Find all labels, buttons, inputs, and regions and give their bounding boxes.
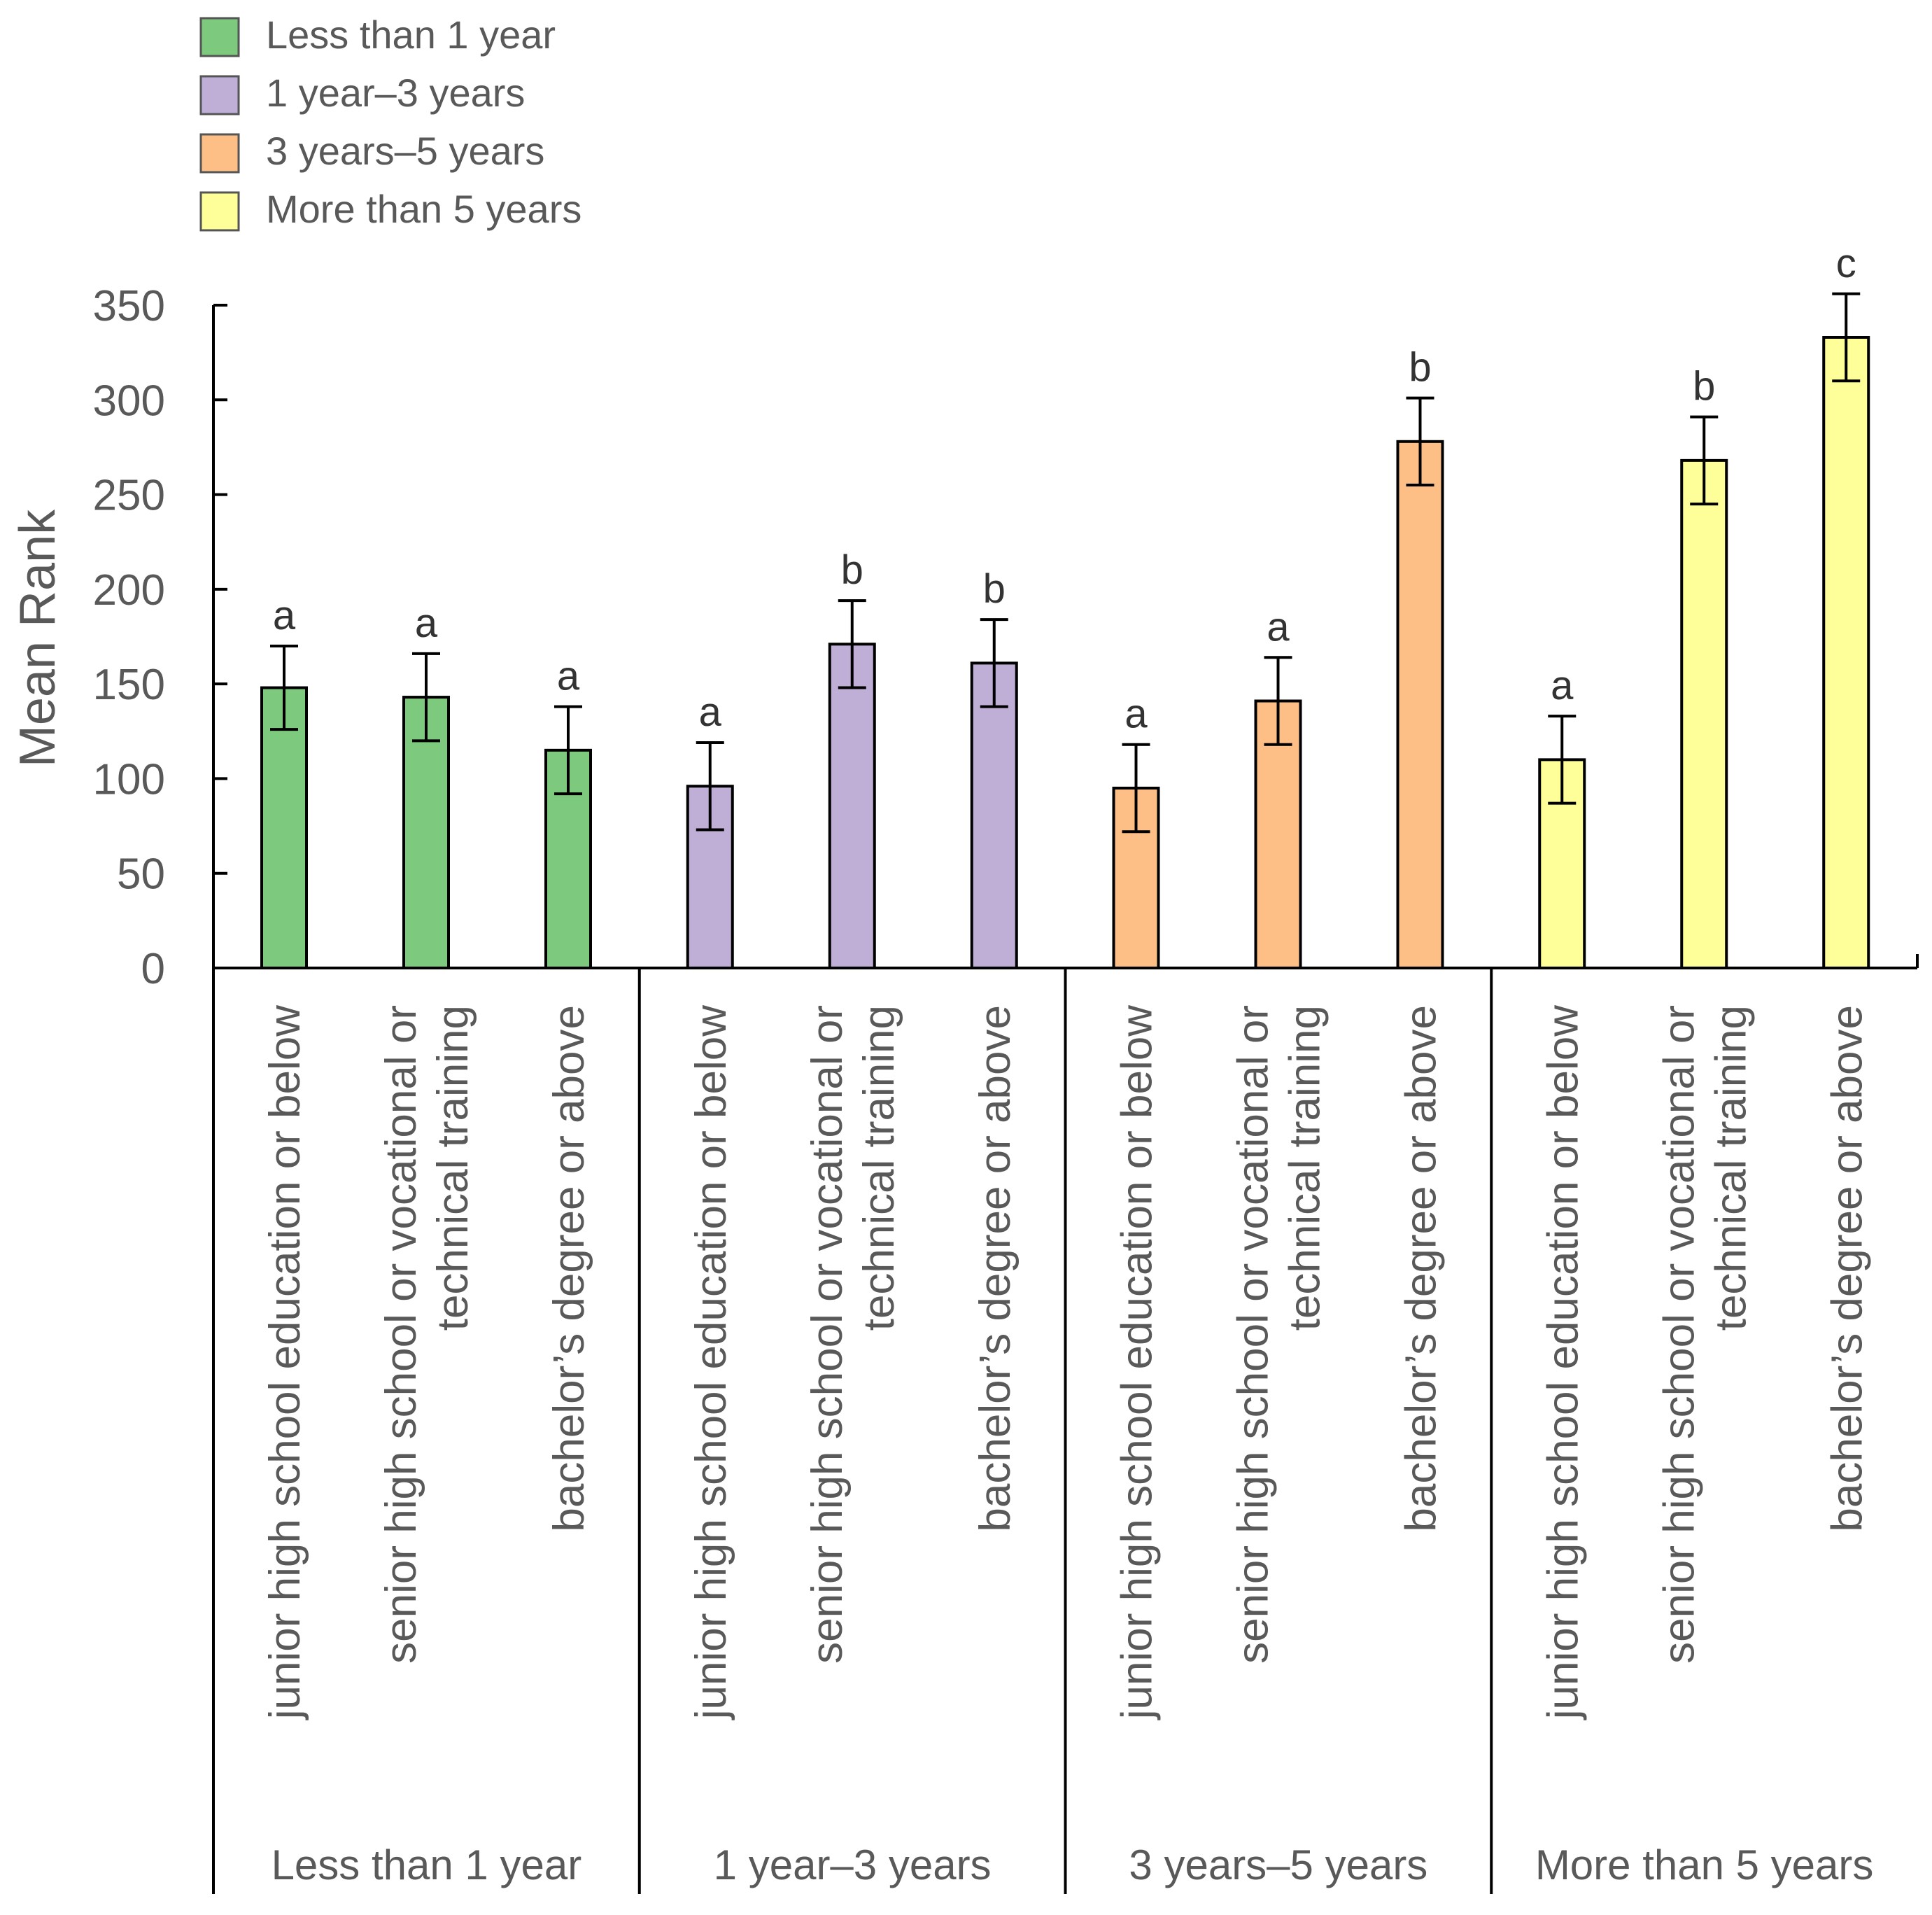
group-label-3: 3 years–5 years [1129, 1842, 1427, 1888]
legend-label-1: Less than 1 year [266, 13, 556, 57]
bar-g4-2 [1680, 458, 1728, 969]
group-label-2: 1 year–3 years [714, 1842, 992, 1888]
x-axis: junior high school education or below sen… [212, 954, 1919, 1894]
bar-g3-3 [1396, 440, 1444, 969]
category-label-g3-1-line1: junior high school education or below [1113, 1005, 1162, 1720]
category-label-g1-2-line2: technical training [429, 1005, 477, 1331]
category-label-g2-2-line1: senior high school or vocational or [803, 1005, 852, 1664]
group-label-4: More than 5 years [1535, 1842, 1874, 1888]
legend-swatch-4 [199, 191, 240, 232]
sig-letter-g1-2: a [415, 601, 438, 646]
y-tick-label-50: 50 [117, 850, 165, 899]
bar-g2-3 [970, 661, 1018, 969]
legend-label-4: More than 5 years [266, 187, 581, 231]
sig-letter-g3-1: a [1124, 692, 1148, 737]
category-label-g3-3-line1: bachelor’s degree or above [1397, 1005, 1446, 1532]
y-tick-label-200: 200 [93, 566, 165, 615]
category-label-g2-3-line1: bachelor’s degree or above [971, 1005, 1020, 1532]
category-label-g1-1-line1: junior high school education or below [261, 1005, 309, 1720]
sig-letter-g3-2: a [1267, 604, 1290, 650]
group-label-1: Less than 1 year [272, 1842, 582, 1888]
sig-letter-g4-1: a [1551, 663, 1574, 708]
y-tick-label-300: 300 [93, 377, 165, 425]
legend-swatch-3 [199, 133, 240, 174]
category-label-g2-2-line2: technical training [855, 1005, 903, 1331]
bar-g2-2 [828, 643, 876, 970]
legend-label-2: 1 year–3 years [266, 71, 525, 115]
sig-letter-g4-3: c [1836, 241, 1856, 286]
legend: Less than 1 year 1 year–3 years 3 years–5 … [199, 13, 581, 232]
category-label-g3-2-line2: technical training [1281, 1005, 1330, 1331]
category-label-g4-2-line2: technical training [1707, 1005, 1755, 1331]
sig-letter-g3-3: b [1409, 345, 1431, 391]
y-tick-label-0: 0 [141, 945, 165, 993]
sig-letter-g1-1: a [273, 593, 296, 638]
y-tick-label-350: 350 [93, 282, 165, 330]
bar-g4-3 [1822, 335, 1870, 969]
sig-letter-g1-3: a [557, 654, 580, 699]
sig-letter-g2-1: a [699, 689, 722, 735]
category-label-g1-2-line1: senior high school or vocational or [377, 1005, 425, 1664]
sig-letter-g2-2: b [841, 547, 863, 593]
category-label-g3-2-line1: senior high school or vocational or [1229, 1005, 1278, 1664]
legend-label-3: 3 years–5 years [266, 129, 544, 173]
y-tick-label-100: 100 [93, 755, 165, 804]
category-label-g4-1-line1: junior high school education or below [1539, 1005, 1587, 1720]
category-label-g4-2-line1: senior high school or vocational or [1655, 1005, 1703, 1664]
y-axis-label: Mean Rank [10, 509, 66, 767]
y-tick-label-250: 250 [93, 472, 165, 520]
y-axis: 0 50 100 150 200 250 300 350 [93, 282, 227, 993]
sig-letter-g2-3: b [983, 566, 1006, 612]
legend-swatch-2 [199, 75, 240, 115]
category-label-g2-1-line1: junior high school education or below [687, 1005, 735, 1720]
category-label-g4-3-line1: bachelor’s degree or above [1823, 1005, 1871, 1532]
y-tick-label-150: 150 [93, 661, 165, 709]
bars: a a a a b b a a b a b c [260, 241, 1870, 970]
sig-letter-g4-2: b [1693, 364, 1715, 409]
legend-swatch-1 [199, 17, 240, 57]
category-label-g1-3-line1: bachelor’s degree or above [545, 1005, 593, 1532]
